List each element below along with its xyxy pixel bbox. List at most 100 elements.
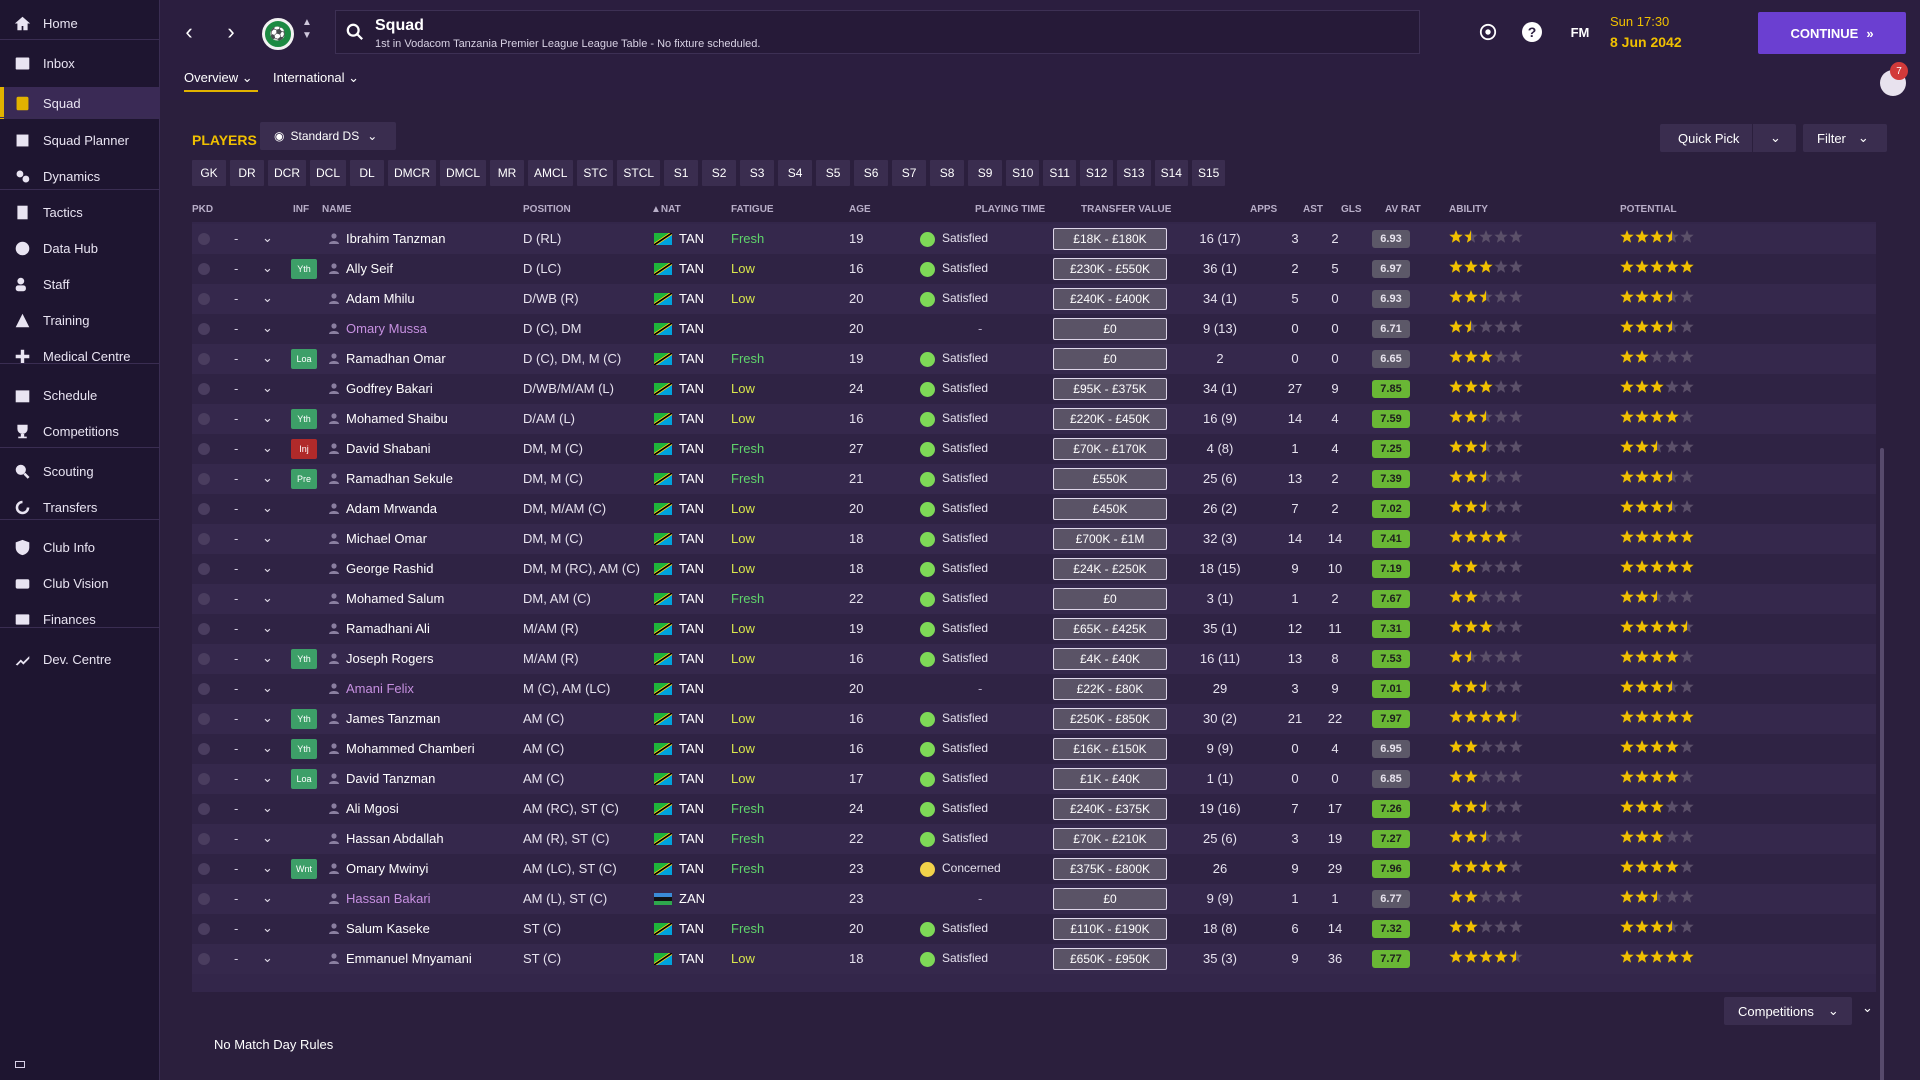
chevron-down-icon[interactable]: ⌄ — [262, 470, 273, 485]
position-filter-s13[interactable]: S13 — [1117, 160, 1151, 186]
column-header-age[interactable]: AGE — [849, 204, 871, 215]
player-name[interactable]: Ally Seif — [346, 261, 393, 276]
column-header-ability[interactable]: ABILITY — [1449, 204, 1488, 215]
position-filter-dl[interactable]: DL — [350, 160, 385, 186]
player-name[interactable]: Ramadhan Omar — [346, 351, 446, 366]
chevron-down-icon[interactable]: ⌄ — [262, 500, 273, 515]
table-row[interactable]: - ⌄ Mohamed Salum DM, AM (C) TAN Fresh 22 Satis… — [192, 584, 1876, 614]
chevron-down-icon[interactable]: ⌄ — [262, 650, 273, 665]
position-filter-mr[interactable]: MR — [490, 160, 525, 186]
sidebar-item-dynamics[interactable]: Dynamics — [0, 160, 160, 192]
column-header-pkd[interactable]: PKD — [192, 204, 214, 215]
table-row[interactable]: - ⌄ Pre Ramadhan Sekule DM, M (C) TAN Fresh 21 S… — [192, 464, 1876, 494]
table-row[interactable]: - ⌄ Hassan Abdallah AM (R), ST (C) TAN Fresh 2… — [192, 824, 1876, 854]
pick-checkbox[interactable] — [198, 863, 210, 875]
sidebar-item-club-info[interactable]: Club Info — [0, 531, 160, 563]
player-name[interactable]: Hassan Bakari — [346, 891, 431, 906]
column-header-name[interactable]: NAME — [322, 204, 352, 215]
player-name[interactable]: Michael Omar — [346, 531, 427, 546]
sidebar-item-scouting[interactable]: Scouting — [0, 455, 160, 487]
help-icon[interactable]: ? — [1520, 20, 1544, 44]
chevron-down-icon[interactable]: ⌄ — [262, 680, 273, 695]
tab-international[interactable]: International ⌄ — [273, 70, 360, 85]
pick-checkbox[interactable] — [198, 353, 210, 365]
quick-pick-dropdown[interactable]: ⌄ — [1752, 124, 1798, 152]
sidebar-item-medical-centre[interactable]: Medical Centre — [0, 340, 160, 372]
player-name[interactable]: Ramadhani Ali — [346, 621, 430, 636]
forward-button[interactable]: › — [227, 19, 235, 44]
position-filter-s2[interactable]: S2 — [702, 160, 737, 186]
player-name[interactable]: Godfrey Bakari — [346, 381, 433, 396]
pick-checkbox[interactable] — [198, 293, 210, 305]
pick-checkbox[interactable] — [198, 803, 210, 815]
player-name[interactable]: Emmanuel Mnyamani — [346, 951, 472, 966]
pick-checkbox[interactable] — [198, 233, 210, 245]
expand-chevron-icon[interactable]: ⌄ — [1862, 1000, 1873, 1015]
pick-checkbox[interactable] — [198, 743, 210, 755]
view-dropdown[interactable]: ◉ Standard DS ⌄ — [260, 122, 396, 150]
position-filter-dr[interactable]: DR — [230, 160, 264, 186]
position-filter-s15[interactable]: S15 — [1191, 160, 1226, 186]
table-row[interactable]: - ⌄ Ramadhani Ali M/AM (R) TAN Low 19 Satisfied… — [192, 614, 1876, 644]
chevron-down-icon[interactable]: ⌄ — [262, 380, 273, 395]
chevron-down-icon[interactable]: ⌄ — [262, 830, 273, 845]
column-header-potential[interactable]: POTENTIAL — [1620, 204, 1677, 215]
player-name[interactable]: Omary Mussa — [346, 321, 427, 336]
sidebar-item-schedule[interactable]: Schedule — [0, 379, 160, 411]
sidebar-item-training[interactable]: Training — [0, 304, 160, 336]
position-filter-s7[interactable]: S7 — [892, 160, 927, 186]
column-header-inf[interactable]: INF — [293, 204, 310, 215]
club-badge[interactable]: ⚽ — [262, 18, 294, 50]
player-name[interactable]: Mohamed Shaibu — [346, 411, 448, 426]
position-filter-s9[interactable]: S9 — [968, 160, 1003, 186]
position-filter-amcl[interactable]: AMCL — [528, 160, 574, 186]
player-name[interactable]: David Tanzman — [346, 771, 436, 786]
position-filter-stc[interactable]: STC — [577, 160, 614, 186]
position-filter-gk[interactable]: GK — [192, 160, 226, 186]
column-header-nat[interactable]: ▲NAT — [651, 204, 681, 215]
competitions-dropdown[interactable]: Competitions ⌄ — [1724, 997, 1852, 1025]
chevron-down-icon[interactable]: ⌄ — [262, 320, 273, 335]
sidebar-item-squad[interactable]: Squad — [0, 87, 160, 119]
chevron-down-icon[interactable]: ⌄ — [262, 620, 273, 635]
club-switch-icon[interactable]: ▲ ▼ — [302, 17, 312, 41]
player-name[interactable]: Mohamed Salum — [346, 591, 445, 606]
back-button[interactable]: ‹ — [185, 19, 193, 44]
chevron-down-icon[interactable]: ⌄ — [262, 560, 273, 575]
player-name[interactable]: Ramadhan Sekule — [346, 471, 453, 486]
player-name[interactable]: Ali Mgosi — [346, 801, 399, 816]
position-filter-s6[interactable]: S6 — [854, 160, 889, 186]
table-row[interactable]: - ⌄ Yth Joseph Rogers M/AM (R) TAN Low 16 Satisf… — [192, 644, 1876, 674]
chevron-down-icon[interactable]: ⌄ — [262, 740, 273, 755]
table-row[interactable]: - ⌄ Salum Kaseke ST (C) TAN Fresh 20 Satisfied £… — [192, 914, 1876, 944]
position-filter-s12[interactable]: S12 — [1079, 160, 1114, 186]
player-name[interactable]: Adam Mrwanda — [346, 501, 438, 516]
pick-checkbox[interactable] — [198, 713, 210, 725]
table-row[interactable]: - ⌄ Wnt Omary Mwinyi AM (LC), ST (C) TAN Fresh… — [192, 854, 1876, 884]
chevron-down-icon[interactable]: ⌄ — [262, 860, 273, 875]
table-row[interactable]: - ⌄ Adam Mrwanda DM, M/AM (C) TAN Low 20 Satisf… — [192, 494, 1876, 524]
chevron-down-icon[interactable]: ⌄ — [262, 590, 273, 605]
chevron-down-icon[interactable]: ⌄ — [262, 770, 273, 785]
table-row[interactable]: - ⌄ Emmanuel Mnyamani ST (C) TAN Low 18 Satisfi… — [192, 944, 1876, 974]
table-row[interactable]: - ⌄ Godfrey Bakari D/WB/M/AM (L) TAN Low 24 Sat… — [192, 374, 1876, 404]
player-name[interactable]: George Rashid — [346, 561, 434, 576]
position-filter-s8[interactable]: S8 — [930, 160, 965, 186]
pick-checkbox[interactable] — [198, 563, 210, 575]
position-filter-s11[interactable]: S11 — [1043, 160, 1076, 186]
sidebar-item-dev-centre[interactable]: Dev. Centre — [0, 643, 160, 675]
sidebar-item-staff[interactable]: Staff — [0, 268, 160, 300]
pick-checkbox[interactable] — [198, 503, 210, 515]
position-filter-s5[interactable]: S5 — [816, 160, 851, 186]
table-row[interactable]: - ⌄ Adam Mhilu D/WB (R) TAN Low 20 Satisfied £24… — [192, 284, 1876, 314]
chevron-down-icon[interactable]: ⌄ — [262, 440, 273, 455]
player-name[interactable]: Salum Kaseke — [346, 921, 430, 936]
table-row[interactable]: - ⌄ Inj David Shabani DM, M (C) TAN Fresh 27 Sat… — [192, 434, 1876, 464]
chevron-down-icon[interactable]: ⌄ — [262, 230, 273, 245]
table-row[interactable]: - ⌄ Yth James Tanzman AM (C) TAN Low 16 Satisfie… — [192, 704, 1876, 734]
player-name[interactable]: Joseph Rogers — [346, 651, 434, 666]
table-row[interactable]: - ⌄ Amani Felix M (C), AM (LC) TAN 20 - £22K - … — [192, 674, 1876, 704]
chevron-down-icon[interactable]: ⌄ — [262, 890, 273, 905]
fm-menu-button[interactable]: FM — [1570, 24, 1590, 40]
position-filter-s4[interactable]: S4 — [778, 160, 813, 186]
